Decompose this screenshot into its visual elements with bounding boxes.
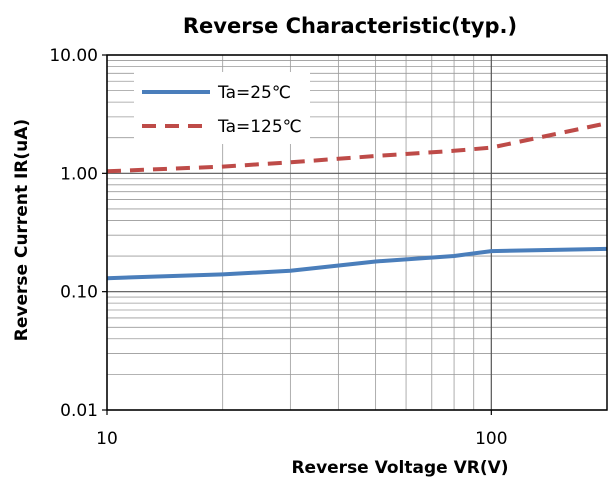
y-tick-label: 1.00 [60, 164, 98, 184]
tick-labels: 10.00 1.00 0.10 0.01 10 100 [49, 46, 507, 449]
series-line-2 [106, 121, 608, 174]
legend-label-1: Ta=25℃ [217, 83, 291, 103]
y-tick-label: 10.00 [49, 46, 98, 66]
legend-box [134, 72, 310, 144]
plot-frame [106, 54, 608, 411]
x-axis-label: Reverse Voltage VR(V) [291, 458, 509, 478]
legend-label-2: Ta=125℃ [217, 117, 302, 137]
y-tick-label: 0.01 [60, 401, 98, 421]
chart-title: Reverse Characteristic(typ.) [182, 14, 518, 38]
series-layer [106, 121, 608, 281]
y-tick-label: 0.10 [60, 283, 98, 303]
x-tick-label: 100 [475, 429, 507, 449]
x-tick-label: 10 [96, 429, 118, 449]
series-line-1 [106, 246, 608, 281]
legend: Ta=25℃ Ta=125℃ [134, 72, 310, 144]
